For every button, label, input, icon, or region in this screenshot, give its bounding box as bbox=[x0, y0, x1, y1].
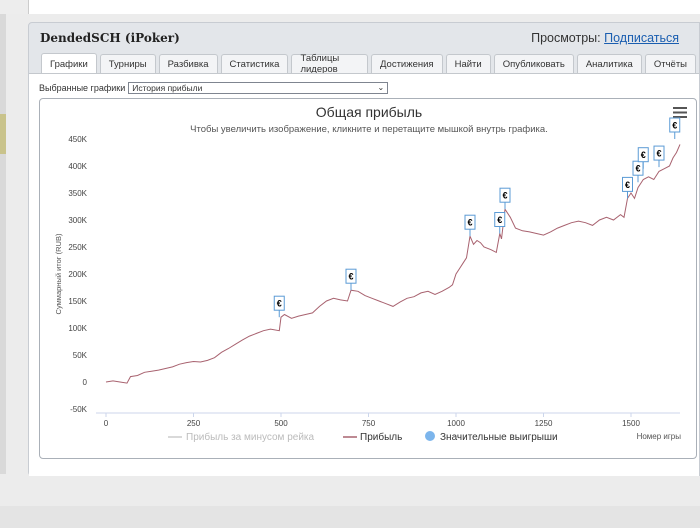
x-tick-label: 1500 bbox=[622, 419, 640, 428]
big-win-marker[interactable]: € bbox=[494, 212, 506, 234]
legend-item-rake[interactable]: Прибыль за минусом рейка bbox=[168, 431, 315, 443]
euro-icon: € bbox=[348, 272, 353, 282]
views-block: Просмотры: Подписаться bbox=[531, 31, 679, 45]
player-panel: DendedSCH (iPoker) Просмотры: Подписатьс… bbox=[28, 22, 700, 476]
legend: Прибыль за минусом рейка Прибыль Значите… bbox=[168, 431, 558, 443]
big-win-marker-box bbox=[637, 147, 649, 163]
euro-icon: € bbox=[641, 150, 646, 160]
views-label: Просмотры: bbox=[531, 31, 601, 45]
x-axis: 0 250 500 750 1000 1250 1500 bbox=[96, 412, 680, 428]
panel-header: DendedSCH (iPoker) Просмотры: Подписатьс… bbox=[29, 23, 699, 55]
left-edge bbox=[0, 14, 6, 474]
tab-publish[interactable]: Опубликовать bbox=[493, 54, 574, 73]
top-strip bbox=[0, 0, 700, 14]
tab-statistics[interactable]: Статистика bbox=[220, 54, 289, 73]
chart-subtitle: Чтобы увеличить изображение, кликните и … bbox=[190, 124, 548, 135]
big-win-marker[interactable]: € bbox=[653, 145, 665, 168]
big-win-marker-box bbox=[494, 212, 506, 227]
graph-select-value: История прибыли bbox=[132, 83, 203, 93]
euro-icon: € bbox=[672, 121, 677, 131]
tab-analytics[interactable]: Аналитика bbox=[576, 54, 642, 73]
profit-chart[interactable]: Общая прибыль Чтобы увеличить изображени… bbox=[40, 99, 697, 459]
legend-label-profit: Прибыль bbox=[360, 431, 402, 443]
tab-find[interactable]: Найти bbox=[445, 54, 491, 73]
legend-dot-big-wins bbox=[425, 431, 435, 441]
x-axis-title: Номер игры bbox=[637, 432, 682, 441]
tab-reports[interactable]: Отчёты bbox=[644, 54, 696, 73]
big-win-marker[interactable]: € bbox=[622, 176, 633, 199]
big-win-marker[interactable]: € bbox=[464, 214, 476, 237]
x-tick-label: 500 bbox=[274, 419, 288, 428]
graph-select-row: Выбранные графики История прибыли ⌄ bbox=[39, 82, 389, 94]
subscribe-link[interactable]: Подписаться bbox=[604, 31, 679, 45]
y-axis-title: Суммарный итог (RUB) bbox=[54, 233, 63, 314]
tab-content: Выбранные графики История прибыли ⌄ Обща… bbox=[29, 73, 699, 476]
euro-icon: € bbox=[635, 164, 640, 174]
euro-icon: € bbox=[467, 218, 472, 228]
y-tick-label: 250K bbox=[68, 243, 87, 252]
y-tick-label: -50K bbox=[70, 405, 88, 414]
tab-achievements[interactable]: Достижения bbox=[371, 54, 443, 73]
x-tick-label: 1000 bbox=[447, 419, 465, 428]
tab-graphs[interactable]: Графики bbox=[41, 53, 97, 74]
euro-icon: € bbox=[277, 299, 282, 309]
graph-select-label: Выбранные графики bbox=[39, 83, 126, 93]
legend-label-rake: Прибыль за минусом рейка bbox=[186, 431, 315, 443]
left-edge-mark bbox=[0, 114, 6, 154]
big-win-marker-box bbox=[653, 145, 665, 161]
legend-item-big-wins[interactable]: Значительные выигрыши bbox=[425, 431, 558, 443]
tab-tournaments[interactable]: Турниры bbox=[99, 54, 156, 73]
big-win-marker-box bbox=[499, 187, 511, 203]
euro-icon: € bbox=[625, 180, 630, 190]
euro-icon: € bbox=[502, 191, 507, 201]
y-tick-label: 300K bbox=[68, 216, 87, 225]
tab-bar: Графики Турниры Разбивка Статистика Табл… bbox=[41, 53, 699, 75]
big-win-marker-box bbox=[622, 176, 633, 192]
y-tick-label: 100K bbox=[68, 324, 87, 333]
big-win-marker[interactable]: € bbox=[632, 160, 644, 183]
big-win-marker[interactable]: € bbox=[669, 117, 681, 139]
tab-leaderboards[interactable]: Таблицы лидеров bbox=[291, 53, 368, 75]
euro-icon: € bbox=[497, 215, 502, 225]
y-tick-label: 150K bbox=[68, 297, 87, 306]
big-win-marker-box bbox=[273, 295, 285, 311]
legend-item-profit[interactable]: Прибыль bbox=[343, 431, 402, 443]
big-win-marker[interactable]: € bbox=[637, 147, 649, 169]
big-win-marker[interactable]: € bbox=[345, 268, 357, 291]
chart-container[interactable]: Общая прибыль Чтобы увеличить изображени… bbox=[39, 98, 697, 459]
big-win-marker-box bbox=[669, 117, 681, 133]
y-tick-label: 200K bbox=[68, 270, 87, 279]
big-win-marker[interactable]: € bbox=[499, 187, 511, 210]
euro-icon: € bbox=[656, 149, 661, 159]
y-tick-label: 0 bbox=[83, 378, 88, 387]
x-tick-label: 250 bbox=[187, 419, 201, 428]
x-tick-label: 0 bbox=[104, 419, 109, 428]
x-tick-label: 1250 bbox=[535, 419, 553, 428]
player-title: DendedSCH (iPoker) bbox=[40, 31, 180, 45]
chevron-down-icon: ⌄ bbox=[377, 83, 385, 92]
big-win-marker-box bbox=[345, 268, 357, 284]
big-win-marker[interactable]: € bbox=[273, 295, 285, 318]
graph-select[interactable]: История прибыли ⌄ bbox=[128, 82, 389, 94]
hamburger-menu-icon[interactable] bbox=[673, 107, 687, 118]
bottom-strip bbox=[0, 506, 700, 528]
profit-series-line bbox=[105, 144, 681, 384]
top-strip-inner bbox=[28, 0, 700, 14]
big-win-marker-box bbox=[464, 214, 476, 230]
y-tick-label: 350K bbox=[68, 189, 87, 198]
y-tick-label: 50K bbox=[73, 351, 88, 360]
legend-label-big-wins: Значительные выигрыши bbox=[440, 432, 558, 443]
x-tick-label: 750 bbox=[362, 419, 376, 428]
chart-title: Общая прибыль bbox=[316, 104, 422, 120]
big-win-markers: €€€ €€€€€ €€ bbox=[273, 117, 681, 318]
y-axis: -50K 0 50K 100K 150K 200K 250K 300K 350K 400K 450K bbox=[68, 135, 87, 414]
y-tick-label: 450K bbox=[68, 135, 87, 144]
tab-breakdown[interactable]: Разбивка bbox=[158, 54, 218, 73]
y-tick-label: 400K bbox=[68, 162, 87, 171]
